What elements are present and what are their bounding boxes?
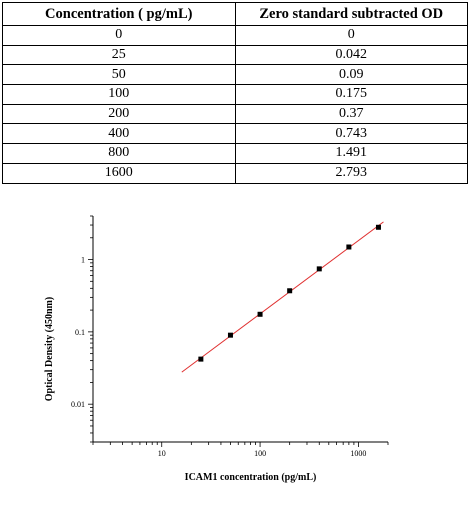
table-cell: 200 <box>2 103 236 125</box>
column-header: Concentration ( pg/mL) <box>2 2 236 26</box>
data-point <box>227 332 233 338</box>
table-row: 400 0.743 <box>2 123 468 145</box>
data-point <box>375 224 381 230</box>
table-row: 100 0.175 <box>2 84 468 105</box>
y-tick-label: 0.01 <box>71 400 85 409</box>
table-row: 1600 2.793 <box>2 162 468 184</box>
table-cell: 0 <box>2 25 236 46</box>
table-cell: 100 <box>2 84 236 105</box>
table-cell: 0.042 <box>234 44 468 66</box>
fit-line <box>181 221 384 373</box>
table-cell: 800 <box>2 143 236 164</box>
x-axis-title: ICAM1 concentration (pg/mL) <box>185 472 317 483</box>
data-point <box>198 356 204 362</box>
table-row: 200 0.37 <box>2 103 468 125</box>
y-tick-label: 0.1 <box>75 328 85 337</box>
data-table: Concentration ( pg/mL) Zero standard sub… <box>2 2 468 184</box>
table-cell: 1600 <box>2 162 236 184</box>
x-tick-label: 100 <box>254 449 266 458</box>
data-point <box>316 266 322 272</box>
y-axis-title: Optical Density (450nm) <box>44 297 55 401</box>
table-cell: 0.743 <box>234 123 468 145</box>
table-cell: 1.491 <box>234 143 468 164</box>
data-point <box>257 311 263 317</box>
table-cell: 25 <box>2 44 236 66</box>
table-cell: 0.09 <box>234 64 468 86</box>
data-point <box>346 244 352 250</box>
x-tick-label: 10 <box>158 449 166 458</box>
table-row: 50 0.09 <box>2 64 468 86</box>
x-tick-label: 1000 <box>350 449 366 458</box>
data-point <box>287 288 293 294</box>
table-cell: 50 <box>2 64 236 86</box>
standard-curve-chart: 10 100 1000 0.01 0.1 1 ICAM1 concentration (pg… <box>44 215 389 483</box>
table-row: 0 0 <box>2 25 468 46</box>
table-cell: 0.175 <box>234 84 468 105</box>
table-cell: 2.793 <box>234 162 468 184</box>
table-row: 800 1.491 <box>2 143 468 164</box>
table-header-row: Concentration ( pg/mL) Zero standard sub… <box>2 2 468 26</box>
table-cell: 0 <box>234 25 468 46</box>
column-header: Zero standard subtracted OD <box>234 2 468 26</box>
table-cell: 0.37 <box>234 103 468 125</box>
table-cell: 400 <box>2 123 236 145</box>
y-tick-label: 1 <box>81 256 85 265</box>
table-row: 25 0.042 <box>2 44 468 66</box>
